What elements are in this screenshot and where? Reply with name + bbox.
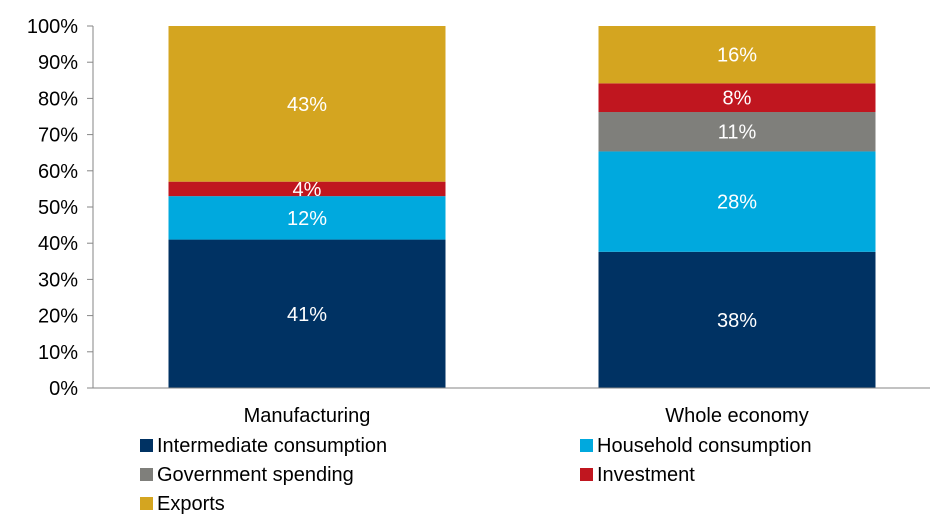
x-category-label: Manufacturing bbox=[244, 405, 371, 427]
bar-segment-whole-economy-household-consumption bbox=[598, 151, 876, 252]
y-tick-label: 50% bbox=[38, 197, 78, 219]
bar-segment-whole-economy-investment bbox=[598, 83, 876, 113]
data-label: 41% bbox=[287, 304, 327, 326]
data-label: 11% bbox=[718, 122, 757, 144]
y-tick-label: 40% bbox=[38, 233, 78, 255]
y-tick-label: 10% bbox=[38, 342, 78, 364]
bar-segments bbox=[168, 26, 876, 388]
legend-item-exports: Exports bbox=[140, 493, 225, 515]
data-label: 12% bbox=[287, 208, 327, 230]
y-tick-label: 20% bbox=[38, 306, 78, 328]
bar-segment-whole-economy-exports bbox=[598, 26, 876, 84]
legend-item-intermediate-consumption: Intermediate consumption bbox=[140, 435, 387, 457]
bar-segment-manufacturing-investment bbox=[168, 181, 446, 197]
legend-item-household-consumption: Household consumption bbox=[580, 435, 812, 457]
data-label: 43% bbox=[287, 94, 327, 116]
legend-label: Investment bbox=[597, 464, 695, 486]
data-label: 28% bbox=[717, 192, 757, 214]
y-axis: 0% 10% 20% 30% 40% 50% 60% 70% 80% 90% 100% bbox=[27, 16, 94, 400]
legend-swatch bbox=[140, 439, 153, 452]
y-tick-label: 100% bbox=[27, 16, 78, 38]
bar-segment-manufacturing-household-consumption bbox=[168, 196, 446, 240]
y-tick-label: 0% bbox=[49, 378, 78, 400]
y-tick-label: 30% bbox=[38, 269, 78, 291]
legend-swatch bbox=[580, 439, 593, 452]
bar-segment-whole-economy-government-spending bbox=[598, 112, 876, 152]
x-category-label: Whole economy bbox=[665, 405, 808, 427]
bar-segment-manufacturing-exports bbox=[168, 26, 446, 182]
data-label: 38% bbox=[717, 310, 757, 332]
y-tick-label: 70% bbox=[38, 125, 78, 147]
data-label: 16% bbox=[717, 45, 757, 67]
legend-label: Exports bbox=[157, 493, 225, 515]
bar-segment-manufacturing-intermediate-consumption bbox=[168, 239, 446, 388]
y-tick-label: 90% bbox=[38, 52, 78, 74]
y-tick-label: 60% bbox=[38, 161, 78, 183]
y-tick-label: 80% bbox=[38, 88, 78, 110]
legend-swatch bbox=[140, 468, 153, 481]
legend-item-investment: Investment bbox=[580, 464, 695, 486]
legend-swatch bbox=[140, 497, 153, 510]
legend-label: Government spending bbox=[157, 464, 354, 486]
legend-item-government-spending: Government spending bbox=[140, 464, 354, 486]
data-labels: 41% 12% 4% 43% 38% 28% 11% 8% 16% bbox=[287, 45, 757, 332]
data-label: 8% bbox=[723, 88, 752, 110]
legend: Intermediate consumption Household consum… bbox=[140, 435, 812, 515]
legend-swatch bbox=[580, 468, 593, 481]
bar-segment-whole-economy-intermediate-consumption bbox=[598, 251, 876, 388]
legend-label: Household consumption bbox=[597, 435, 812, 457]
x-axis: Manufacturing Whole economy bbox=[93, 387, 930, 427]
data-label: 4% bbox=[293, 179, 322, 201]
legend-label: Intermediate consumption bbox=[157, 435, 387, 457]
